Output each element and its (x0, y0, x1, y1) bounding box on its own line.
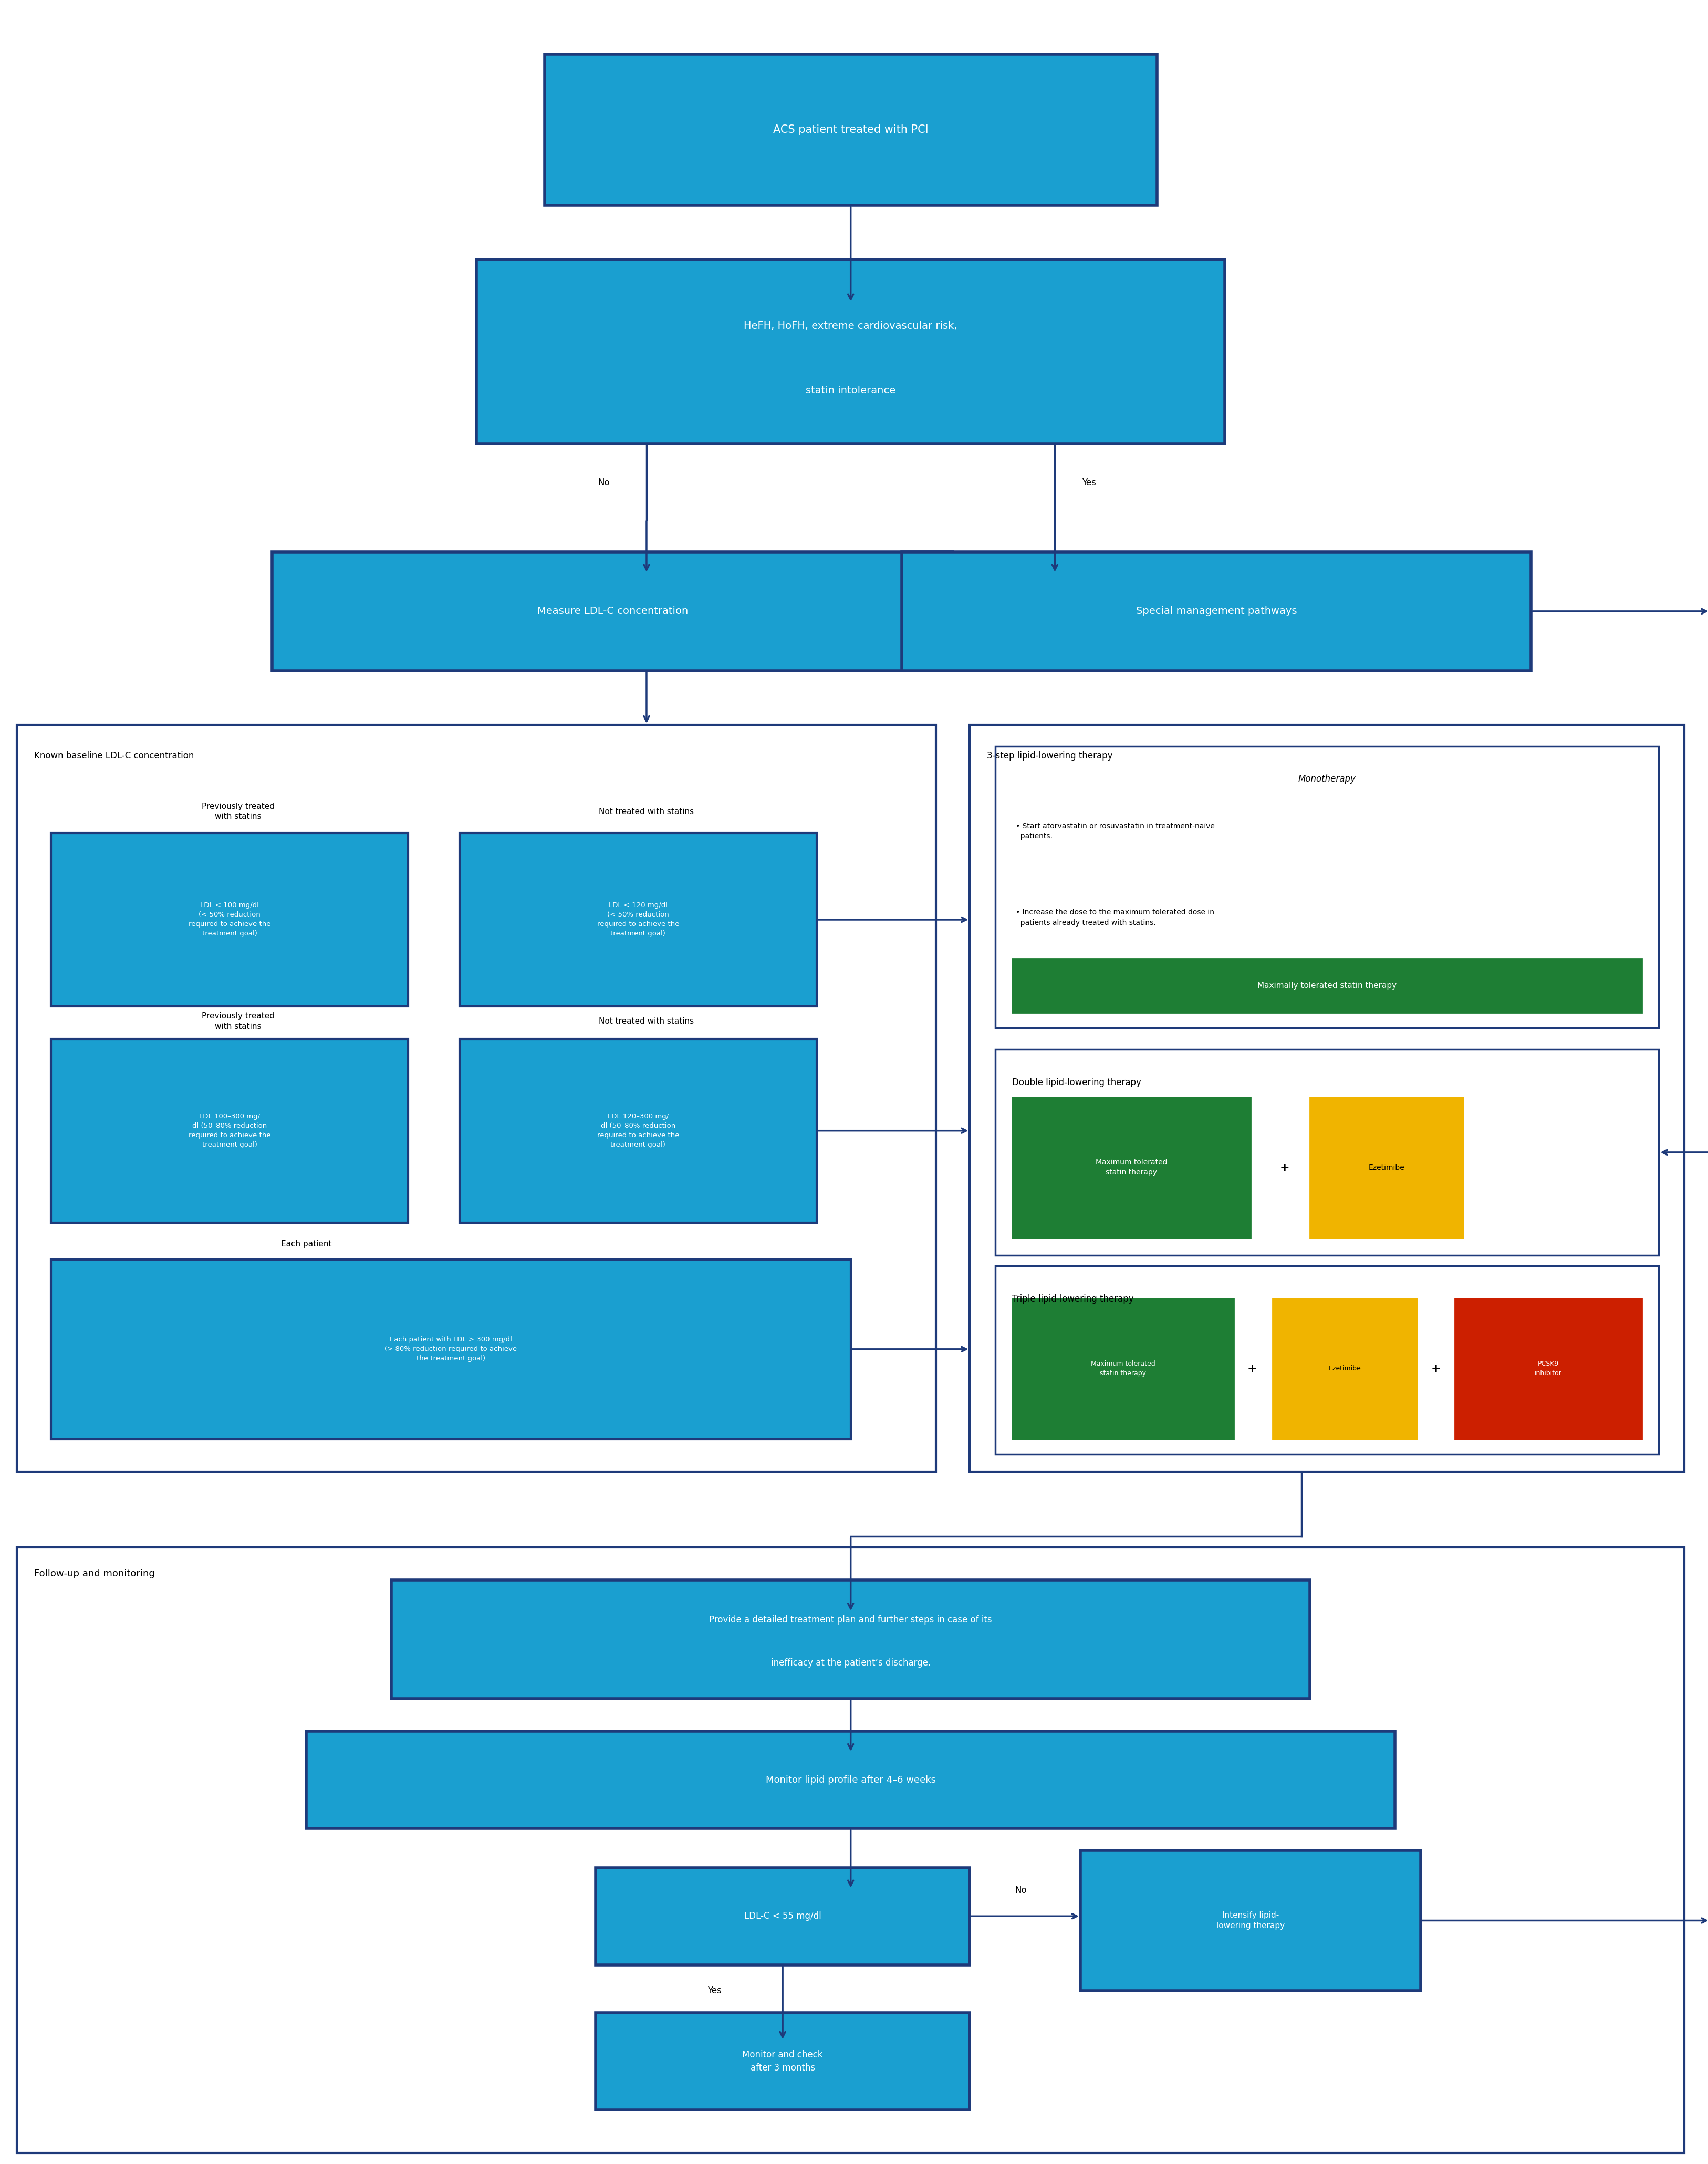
FancyBboxPatch shape (51, 833, 408, 1006)
Text: HeFH, HoFH, extreme cardiovascular risk,: HeFH, HoFH, extreme cardiovascular risk, (745, 320, 958, 331)
Text: Maximum tolerated
statin therapy: Maximum tolerated statin therapy (1091, 1361, 1155, 1376)
FancyBboxPatch shape (1013, 1097, 1250, 1238)
Text: 3-step lipid-lowering therapy: 3-step lipid-lowering therapy (987, 751, 1112, 760)
Text: Not treated with statins: Not treated with statins (600, 807, 693, 816)
Text: statin intolerance: statin intolerance (806, 385, 895, 396)
FancyBboxPatch shape (1013, 959, 1641, 1013)
Text: LDL 120–300 mg/
dl (50–80% reduction
required to achieve the
treatment goal): LDL 120–300 mg/ dl (50–80% reduction req… (596, 1112, 680, 1149)
Text: Special management pathways: Special management pathways (1136, 606, 1296, 617)
FancyBboxPatch shape (1310, 1097, 1464, 1238)
Text: inefficacy at the patient’s discharge.: inefficacy at the patient’s discharge. (770, 1658, 931, 1668)
Text: Maximum tolerated
statin therapy: Maximum tolerated statin therapy (1095, 1158, 1167, 1177)
Text: No: No (598, 478, 610, 487)
FancyBboxPatch shape (1272, 1298, 1418, 1439)
FancyBboxPatch shape (596, 1868, 970, 1965)
Text: Follow-up and monitoring: Follow-up and monitoring (34, 1569, 155, 1578)
FancyBboxPatch shape (970, 725, 1684, 1472)
Text: No: No (1015, 1885, 1027, 1896)
FancyBboxPatch shape (1455, 1298, 1641, 1439)
Text: Monitor and check
after 3 months: Monitor and check after 3 months (743, 2049, 823, 2073)
FancyBboxPatch shape (391, 1580, 1310, 1699)
Text: Previously treated
with statins: Previously treated with statins (202, 1013, 275, 1030)
Text: Measure LDL-C concentration: Measure LDL-C concentration (536, 606, 688, 617)
FancyBboxPatch shape (17, 725, 936, 1472)
FancyBboxPatch shape (1081, 1850, 1421, 1991)
FancyBboxPatch shape (459, 833, 816, 1006)
Text: Monotherapy: Monotherapy (1298, 775, 1356, 783)
Text: LDL < 100 mg/dl
(< 50% reduction
required to achieve the
treatment goal): LDL < 100 mg/dl (< 50% reduction require… (188, 902, 272, 937)
Text: Yes: Yes (707, 1987, 722, 1995)
FancyBboxPatch shape (459, 1039, 816, 1223)
Text: Known baseline LDL-C concentration: Known baseline LDL-C concentration (34, 751, 195, 760)
Text: LDL < 120 mg/dl
(< 50% reduction
required to achieve the
treatment goal): LDL < 120 mg/dl (< 50% reduction require… (596, 902, 680, 937)
Text: Intensify lipid-
lowering therapy: Intensify lipid- lowering therapy (1216, 1911, 1284, 1930)
FancyBboxPatch shape (996, 1050, 1658, 1255)
Text: Not treated with statins: Not treated with statins (600, 1017, 693, 1026)
Text: LDL 100–300 mg/
dl (50–80% reduction
required to achieve the
treatment goal): LDL 100–300 mg/ dl (50–80% reduction req… (188, 1112, 272, 1149)
Text: Yes: Yes (1081, 478, 1097, 487)
Text: Each patient: Each patient (280, 1240, 331, 1249)
Text: Maximally tolerated statin therapy: Maximally tolerated statin therapy (1257, 982, 1397, 989)
FancyBboxPatch shape (17, 1547, 1684, 2153)
FancyBboxPatch shape (902, 552, 1532, 671)
FancyBboxPatch shape (1013, 1298, 1233, 1439)
Text: +: + (1431, 1363, 1442, 1374)
Text: Ezetimibe: Ezetimibe (1368, 1164, 1404, 1171)
Text: Previously treated
with statins: Previously treated with statins (202, 803, 275, 820)
Text: • Increase the dose to the maximum tolerated dose in
  patients already treated : • Increase the dose to the maximum toler… (1016, 909, 1214, 926)
FancyBboxPatch shape (51, 1259, 851, 1439)
Text: Ezetimibe: Ezetimibe (1329, 1365, 1361, 1372)
Text: Each patient with LDL > 300 mg/dl
(> 80% reduction required to achieve
the treat: Each patient with LDL > 300 mg/dl (> 80%… (384, 1337, 518, 1361)
FancyBboxPatch shape (272, 552, 953, 671)
Text: Double lipid-lowering therapy: Double lipid-lowering therapy (1013, 1078, 1141, 1086)
FancyBboxPatch shape (306, 1731, 1395, 1829)
Text: Triple lipid-lowering therapy: Triple lipid-lowering therapy (1013, 1294, 1134, 1303)
FancyBboxPatch shape (51, 1039, 408, 1223)
FancyBboxPatch shape (477, 260, 1225, 444)
FancyBboxPatch shape (996, 1266, 1658, 1454)
Text: +: + (1247, 1363, 1257, 1374)
Text: LDL-C < 55 mg/dl: LDL-C < 55 mg/dl (745, 1911, 822, 1922)
Text: Provide a detailed treatment plan and further steps in case of its: Provide a detailed treatment plan and fu… (709, 1614, 992, 1625)
Text: +: + (1279, 1162, 1290, 1173)
FancyBboxPatch shape (596, 2013, 970, 2110)
FancyBboxPatch shape (996, 747, 1658, 1028)
FancyBboxPatch shape (545, 54, 1156, 206)
Text: PCSK9
inhibitor: PCSK9 inhibitor (1535, 1361, 1561, 1376)
Text: • Start atorvastatin or rosuvastatin in treatment-naïve
  patients.: • Start atorvastatin or rosuvastatin in … (1016, 822, 1214, 840)
Text: ACS patient treated with PCI: ACS patient treated with PCI (774, 126, 929, 134)
Text: Monitor lipid profile after 4–6 weeks: Monitor lipid profile after 4–6 weeks (765, 1774, 936, 1785)
